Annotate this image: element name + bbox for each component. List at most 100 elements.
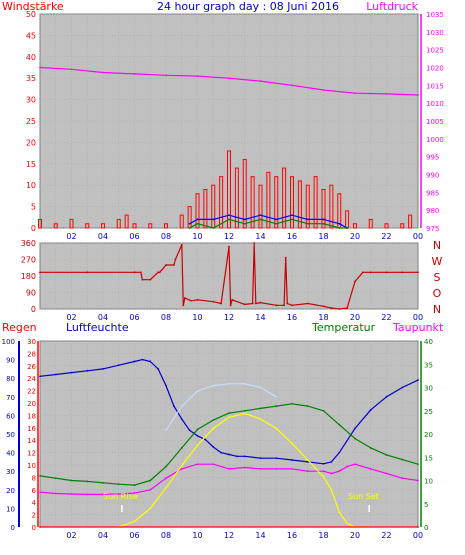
y-right-tick-label: 1015 <box>426 82 444 90</box>
compass-letter: O <box>433 287 442 300</box>
temperature-line-point <box>338 423 341 426</box>
wind-gust-bar <box>227 150 231 229</box>
rain-tick-label: 18 <box>27 412 36 420</box>
x-tick-label: 08 <box>161 232 171 241</box>
humidity-line-point <box>188 429 191 432</box>
wind-direction-line-point <box>354 280 356 283</box>
wind-gust-bar <box>101 223 105 229</box>
wind-gust-bar <box>250 176 255 229</box>
solar-line-point <box>259 418 262 421</box>
wind-direction-line-point <box>369 271 372 274</box>
x-tick-label: 10 <box>192 313 202 322</box>
humidity-line-point <box>117 364 120 367</box>
solar-line-point <box>133 520 136 523</box>
solar-line-point <box>346 522 349 525</box>
wind-gust-bar <box>132 223 137 229</box>
wind-gust-bar <box>274 176 279 229</box>
humidity-line-point <box>180 418 183 421</box>
y-left-tick-label: 45 <box>26 31 36 40</box>
wind-gust-bar <box>164 223 168 229</box>
temperature-line-point <box>117 483 120 486</box>
wind-avg-line-point <box>243 222 246 225</box>
wind-direction-line-point <box>254 302 257 305</box>
wind-gust-bar <box>321 188 326 229</box>
x-tick-label: 00 <box>413 313 423 322</box>
y-right-tick-label: 1020 <box>426 65 444 73</box>
humidity-tick-label: 0 <box>11 524 15 532</box>
wind-direction-line-point <box>139 271 142 274</box>
y-right-tick-label: 1030 <box>426 29 444 37</box>
label-luftfeuchte: Luftfeuchte <box>66 321 129 334</box>
humidity-tick-label: 60 <box>6 412 15 420</box>
rain-tick-label: 26 <box>27 363 36 371</box>
humidity-tick-label: 40 <box>6 450 15 458</box>
y-right-tick-label: 1010 <box>426 100 444 108</box>
humidity-line-point <box>243 455 246 458</box>
solar-line-point <box>180 464 183 467</box>
y-right-tick-label: 1035 <box>426 11 444 19</box>
y-left-tick-label: 15 <box>26 160 36 169</box>
y-left-tick-label: 50 <box>26 10 36 19</box>
y-left-tick-label: 25 <box>26 117 36 126</box>
temperature-line-point <box>306 405 309 407</box>
y-left-tick-label: 10 <box>26 181 36 190</box>
rain-tick-label: 10 <box>27 462 36 470</box>
wind-speed-line <box>189 214 348 229</box>
wind-avg-line-point <box>306 222 309 225</box>
wind-direction-line-point <box>158 271 161 274</box>
wind-gust-bar <box>305 184 310 229</box>
humidity-line-point <box>149 360 152 363</box>
wind-speed-line-point <box>275 218 278 221</box>
x-tick-label: 16 <box>287 313 297 322</box>
dewpoint-line-point <box>346 465 349 468</box>
wind-speed-line-point <box>228 214 230 217</box>
y-right-tick-label: 1000 <box>426 136 444 144</box>
wind-gust-bar <box>234 167 239 229</box>
rain-tick-label: 6 <box>32 487 37 495</box>
wind-direction-line-point <box>259 301 262 304</box>
solar-line-point <box>196 444 199 447</box>
y-tick-label: 90 <box>26 289 36 298</box>
temperature-line-point <box>354 437 356 440</box>
humidity-line-point <box>228 453 230 456</box>
temperature-tick-label: 25 <box>424 408 433 416</box>
uv-line-point <box>165 429 167 432</box>
temperature-tick-label: 35 <box>424 361 433 369</box>
dewpoint-line-point <box>149 488 152 491</box>
panel1-left-label: Windstärke <box>2 0 64 13</box>
wind-avg-line-point <box>196 222 199 225</box>
dewpoint-line-point <box>354 463 356 466</box>
temperature-line-point <box>212 419 215 421</box>
wind-direction-line-point <box>417 271 419 274</box>
dewpoint-line-point <box>165 477 167 480</box>
wind-speed-line-point <box>306 218 309 221</box>
rain-tick-label: 2 <box>32 512 36 520</box>
wind-gust-bar <box>148 223 153 229</box>
pressure-line-point <box>70 68 73 71</box>
wind-direction-line-point <box>284 256 287 259</box>
dewpoint-line-point <box>330 472 333 475</box>
dewpoint-line-point <box>212 463 215 466</box>
temperature-line-point <box>102 481 104 484</box>
temperature-tick-label: 15 <box>424 454 433 462</box>
humidity-line-point <box>259 457 262 460</box>
x-tick-label: 08 <box>161 313 171 322</box>
dewpoint-line-point <box>70 493 73 495</box>
rain-tick-label: 30 <box>27 338 36 346</box>
dewpoint-line-point <box>243 466 246 469</box>
dewpoint-line-point <box>102 493 104 496</box>
y-left-tick-label: 5 <box>31 203 36 212</box>
humidity-line-point <box>369 408 372 411</box>
wind-avg-line <box>189 218 348 229</box>
wind-direction-line-point <box>401 271 404 274</box>
y-right-tick-label: 1005 <box>426 118 444 126</box>
uv-line-point <box>243 382 246 385</box>
wind-gust-bar <box>85 223 90 229</box>
uv-line-point <box>228 382 230 385</box>
rain-tick-label: 28 <box>27 350 36 358</box>
rain-tick-label: 4 <box>32 499 37 507</box>
humidity-line-point <box>235 455 238 458</box>
temperature-line-point <box>70 479 73 482</box>
sun-rise-label: Sun Rise <box>103 492 138 501</box>
wind-direction-line-point <box>184 297 186 299</box>
